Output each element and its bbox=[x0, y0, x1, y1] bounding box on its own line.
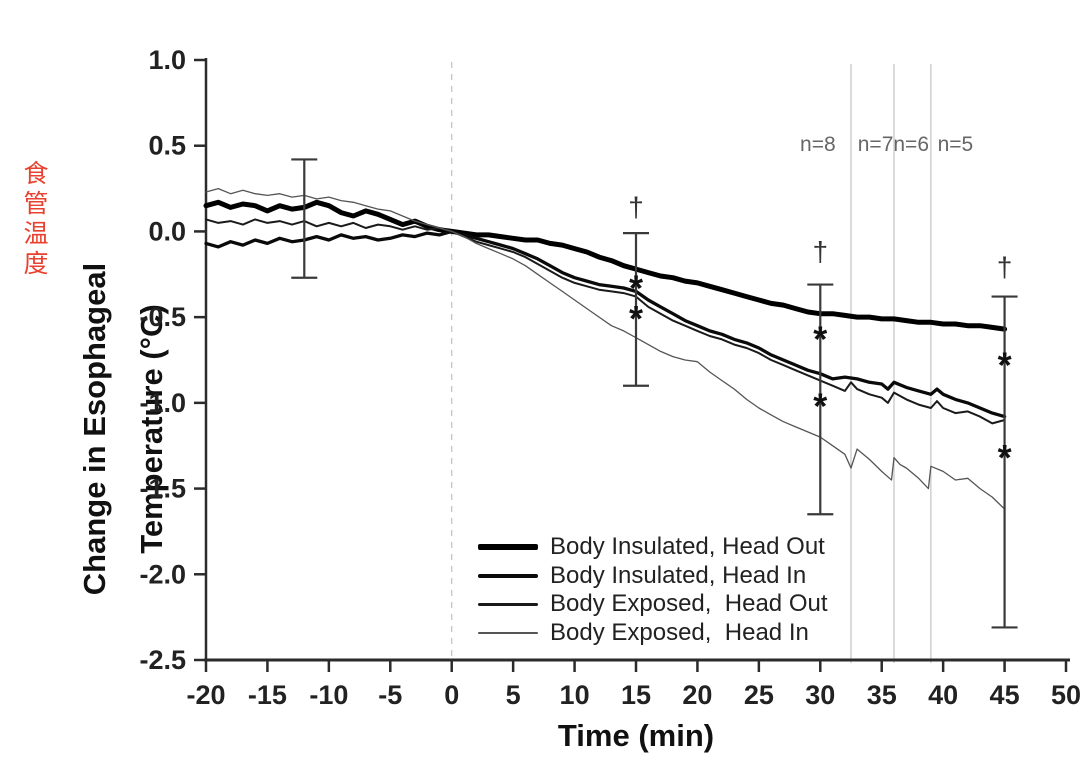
legend-label: Body Exposed, Head Out bbox=[550, 590, 828, 618]
x-tick-label: 0 bbox=[444, 680, 459, 710]
x-tick-label: 50 bbox=[1051, 680, 1080, 710]
sample-size-label: n=5 bbox=[938, 133, 974, 156]
asterisk-symbol: * bbox=[629, 267, 643, 308]
dagger-symbol: † bbox=[997, 251, 1013, 282]
legend: Body Insulated, Head Out Body Insulated,… bbox=[478, 533, 828, 647]
legend-line-swatch-thick bbox=[478, 573, 538, 578]
legend-line-swatch-medium bbox=[478, 603, 538, 606]
x-tick-label: 15 bbox=[621, 680, 651, 710]
sample-size-label: n=7 bbox=[858, 133, 894, 156]
legend-row: Body Insulated, Head In bbox=[478, 562, 828, 591]
y-tick-label: -2.0 bbox=[139, 559, 186, 589]
asterisk-symbol: * bbox=[813, 319, 827, 360]
x-tick-label: 30 bbox=[805, 680, 835, 710]
sample-size-label: n=6 bbox=[893, 133, 929, 156]
y-tick-label: -1.5 bbox=[139, 474, 186, 504]
x-tick-label: 10 bbox=[560, 680, 590, 710]
legend-line-swatch-thin bbox=[478, 632, 538, 634]
asterisk-symbol: * bbox=[998, 344, 1012, 385]
dagger-symbol: † bbox=[812, 236, 828, 267]
x-tick-label: -5 bbox=[378, 680, 402, 710]
series-line-2 bbox=[205, 218, 1006, 425]
asterisk-symbol: * bbox=[998, 437, 1012, 478]
legend-row: Body Exposed, Head In bbox=[478, 619, 828, 648]
side-annotation-cjk: 食管温度 bbox=[20, 160, 48, 280]
x-tick-label: 40 bbox=[928, 680, 958, 710]
series-line-1 bbox=[204, 229, 1007, 419]
y-tick-label: -2.5 bbox=[139, 645, 186, 675]
y-tick-label: 0.5 bbox=[148, 131, 186, 161]
legend-label: Body Insulated, Head Out bbox=[550, 533, 825, 561]
legend-row: Body Insulated, Head Out bbox=[478, 533, 828, 562]
legend-line-swatch-thickest bbox=[478, 544, 538, 551]
x-tick-label: -20 bbox=[186, 680, 225, 710]
x-tick-label: 35 bbox=[867, 680, 897, 710]
asterisk-symbol: * bbox=[813, 386, 827, 427]
x-tick-label: 5 bbox=[506, 680, 521, 710]
x-tick-label: 25 bbox=[744, 680, 774, 710]
y-tick-label: 1.0 bbox=[148, 45, 186, 75]
x-tick-label: 20 bbox=[682, 680, 712, 710]
series-line-0 bbox=[203, 199, 1008, 332]
dagger-symbol: † bbox=[628, 191, 644, 222]
asterisk-symbol: * bbox=[629, 298, 643, 339]
y-tick-label: 0.0 bbox=[148, 216, 186, 246]
legend-label: Body Insulated, Head In bbox=[550, 561, 807, 589]
x-axis-title: Time (min) bbox=[557, 718, 715, 753]
x-tick-label: -15 bbox=[248, 680, 287, 710]
series-line-3 bbox=[205, 187, 1006, 510]
y-tick-label: -1.0 bbox=[139, 388, 186, 418]
legend-label: Body Exposed, Head In bbox=[550, 618, 809, 646]
y-tick-label: -0.5 bbox=[139, 302, 186, 332]
x-tick-label: 45 bbox=[990, 680, 1020, 710]
x-tick-label: -10 bbox=[309, 680, 348, 710]
sample-size-label: n=8 bbox=[800, 133, 836, 156]
legend-row: Body Exposed, Head Out bbox=[478, 590, 828, 619]
